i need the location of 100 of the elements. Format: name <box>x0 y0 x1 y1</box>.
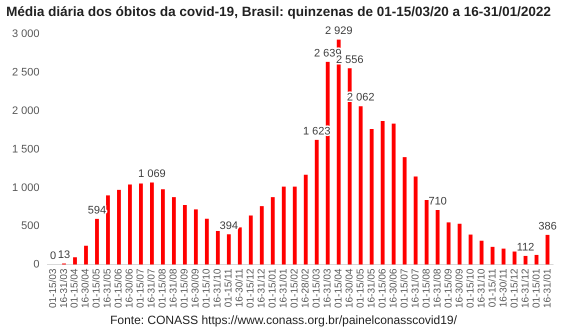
bar <box>502 248 506 265</box>
x-tick-label: 16-31/07 <box>410 268 422 308</box>
bar <box>248 216 253 265</box>
data-label: 386 <box>538 220 557 232</box>
data-label: 2 929 <box>324 25 352 38</box>
x-tick-label: 16-30/09 <box>190 268 202 308</box>
bar <box>150 182 154 265</box>
bar <box>160 189 165 265</box>
data-label: 112 <box>516 241 534 254</box>
x-tick-label: 16-30/04 <box>80 268 92 308</box>
bar <box>73 257 77 265</box>
x-tick-label: 01-15/07 <box>136 268 147 308</box>
x-tick-label: 01-15/11 <box>224 268 235 308</box>
bar <box>490 246 494 265</box>
x-tick-label: 01-15/06 <box>377 268 388 308</box>
x-tick-label: 16-30/06 <box>388 268 400 308</box>
x-tick-label: 01-15/06 <box>114 268 125 308</box>
bar <box>512 252 516 265</box>
x-tick-label: 01-15/01 <box>268 268 279 308</box>
data-label: 13 <box>58 249 70 262</box>
bar <box>226 234 231 265</box>
x-tick-label: 16-31/05 <box>366 268 378 308</box>
bar <box>117 190 121 265</box>
bar <box>468 234 473 265</box>
y-tick-label: 500 <box>21 220 40 232</box>
x-tick-label: 16-31/01 <box>278 268 290 308</box>
bar <box>260 206 264 265</box>
bar <box>402 157 407 265</box>
x-tick-label: 01-15/03 <box>311 268 322 308</box>
y-tick-label: 1 000 <box>12 182 40 194</box>
bar <box>446 222 451 265</box>
bar <box>95 218 99 265</box>
bar <box>424 200 429 265</box>
x-tick-label: 01-15/07 <box>399 268 410 308</box>
bar <box>172 197 176 265</box>
x-tick-label: 16-30/11 <box>498 268 510 308</box>
x-tick-label: 01-15/10 <box>202 268 213 308</box>
bar <box>458 224 462 265</box>
source-note: Fonte: CONASS https://www.conass.org.br/painelconasscovid19/ <box>109 313 458 327</box>
x-tick-label: 01-15/09 <box>443 268 454 308</box>
bar <box>370 129 374 265</box>
x-tick-label: 01-15/04 <box>333 268 344 308</box>
bar <box>480 240 484 265</box>
bar <box>139 183 143 265</box>
x-tick-label: 16-31/03 <box>58 268 70 308</box>
y-tick-label: 0 <box>33 258 40 271</box>
data-label: 1 069 <box>138 168 166 180</box>
bar <box>304 174 308 265</box>
x-tick-label: 01-15/11 <box>487 268 498 308</box>
x-tick-label: 16-31/05 <box>102 268 114 308</box>
bar <box>436 210 440 265</box>
x-tick-label: 01-15/05 <box>355 268 366 308</box>
data-label: 0 <box>50 250 56 262</box>
y-tick-label: 3 000 <box>12 28 40 40</box>
bar <box>524 256 528 265</box>
bar <box>216 230 220 265</box>
x-tick-label: 01-15/01 <box>531 268 542 308</box>
bar <box>194 209 198 265</box>
bar <box>392 124 396 265</box>
bar <box>380 121 385 265</box>
x-tick-label: 01-15/10 <box>465 268 476 308</box>
bar <box>106 195 110 265</box>
x-tick-label: 01-15/04 <box>70 268 81 308</box>
bar <box>128 184 132 265</box>
x-tick-label: 01-15/08 <box>158 268 169 308</box>
bar <box>314 140 319 265</box>
bar <box>414 176 418 265</box>
bar <box>358 106 363 265</box>
x-tick-label: 16-28/02 <box>300 268 312 308</box>
x-tick-label: 01-15/12 <box>509 268 520 308</box>
x-tick-label: 16-31/10 <box>476 268 488 308</box>
y-tick-label: 1 500 <box>12 143 40 156</box>
x-tick-label: 16-30/04 <box>344 268 356 308</box>
x-tick-label: 01-15/08 <box>421 268 432 308</box>
data-label: 594 <box>88 204 106 216</box>
y-tick-label: 2 500 <box>12 66 40 79</box>
y-tick-label: 2 000 <box>12 105 40 118</box>
bar <box>292 186 297 265</box>
data-label: 710 <box>428 196 447 208</box>
bar <box>182 205 187 265</box>
x-tick-label: 16-30/06 <box>124 268 136 308</box>
bar <box>534 254 538 265</box>
bar <box>546 234 550 265</box>
x-tick-label: 16-31/07 <box>146 268 158 308</box>
bar <box>204 218 209 265</box>
x-tick-label: 01-15/05 <box>92 268 103 308</box>
x-tick-label: 16-30/11 <box>234 268 246 308</box>
x-tick-label: 01-15/02 <box>290 268 301 308</box>
x-tick-label: 16-31/10 <box>212 268 224 308</box>
x-tick-label: 01-15/12 <box>246 268 257 308</box>
bar <box>84 246 88 265</box>
x-tick-label: 16-31/08 <box>432 268 444 308</box>
x-tick-label: 01-15/09 <box>180 268 191 308</box>
x-tick-label: 16-31/03 <box>322 268 334 308</box>
data-label: 394 <box>220 220 238 232</box>
x-tick-label: 16-31/08 <box>168 268 180 308</box>
bar <box>270 197 275 265</box>
x-tick-label: 16-31/12 <box>256 268 268 308</box>
x-tick-label: 01-15/03 <box>48 268 59 308</box>
chart-title: Média diária dos óbitos da covid-19, Brasil: quinzenas de 01-15/03/20 a 16-31/01/2022 <box>6 4 551 19</box>
